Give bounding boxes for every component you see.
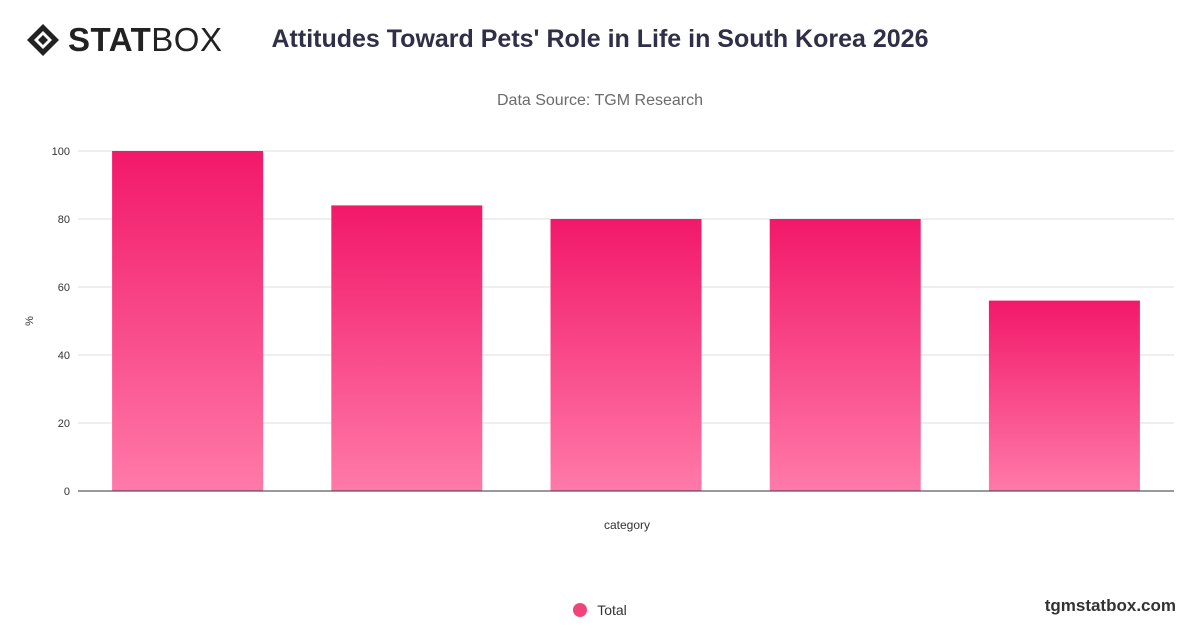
brand-logo: STATBOX: [26, 22, 222, 58]
y-tick-label: 60: [58, 282, 70, 294]
watermark: tgmstatbox.com: [1044, 596, 1176, 615]
y-tick-label: 40: [58, 350, 70, 362]
bar: [769, 219, 921, 491]
bar: [112, 151, 264, 491]
diamond-logo-icon: [27, 24, 59, 56]
bar: [331, 205, 483, 491]
chart-subtitle: Data Source: TGM Research: [496, 92, 703, 109]
axes: 0 20 40 60 80 100 category%: [24, 146, 1174, 532]
x-axis-label: category: [604, 518, 650, 532]
y-tick-label: 20: [58, 418, 70, 430]
y-tick-label: 80: [58, 214, 70, 226]
y-tick-label: 100: [52, 146, 70, 158]
logo-text: STATBOX: [68, 22, 222, 58]
legend: Total: [0, 602, 1200, 618]
bar: [988, 300, 1140, 491]
logo-text-light: BOX: [151, 21, 223, 58]
legend-swatch-total[interactable]: [573, 603, 588, 617]
chart-title: Attitudes Toward Pets' Role in Life in S…: [271, 25, 929, 53]
logo-text-bold: STAT: [68, 21, 152, 58]
y-axis-label: %: [24, 316, 36, 326]
legend-label-total[interactable]: Total: [597, 602, 627, 618]
y-tick-label: 0: [64, 486, 70, 498]
bars: [112, 151, 1140, 491]
bar: [550, 219, 702, 491]
